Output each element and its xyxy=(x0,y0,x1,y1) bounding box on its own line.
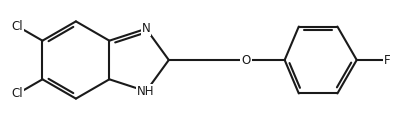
Text: O: O xyxy=(241,54,251,66)
Text: N: N xyxy=(142,22,151,35)
Text: Cl: Cl xyxy=(12,87,23,100)
Text: F: F xyxy=(384,54,391,66)
Text: NH: NH xyxy=(137,85,155,98)
Text: Cl: Cl xyxy=(12,20,23,33)
